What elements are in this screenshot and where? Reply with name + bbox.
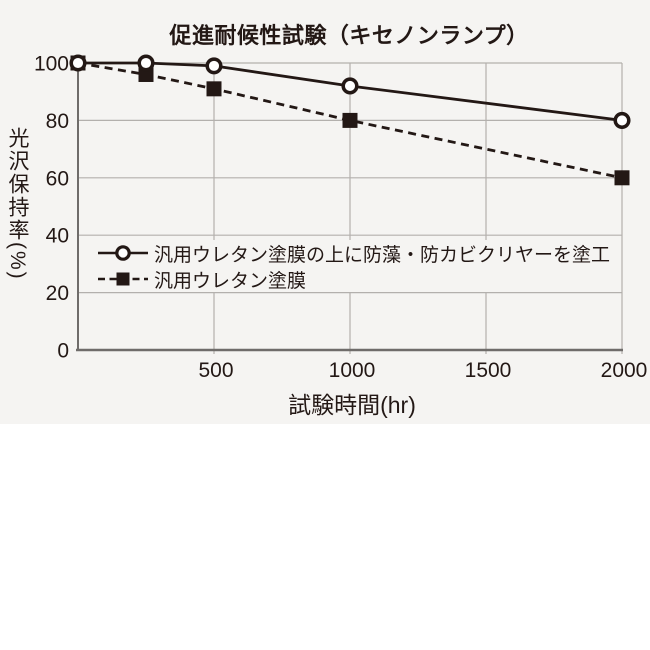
chart-title: 促進耐候性試験（キセノンランプ） <box>169 23 529 48</box>
x-tick-label: 2000 <box>601 359 648 382</box>
marker-square <box>116 272 130 286</box>
y-tick-label: 40 <box>46 225 69 248</box>
marker-circle <box>205 57 223 75</box>
marker-square <box>342 112 358 128</box>
legend-marker-square-sample <box>98 272 148 286</box>
plot-area: 0 20 40 60 80 100 500 1000 1500 2000 <box>34 53 648 383</box>
legend-marker-circle-sample <box>98 245 148 261</box>
y-tick-label: 80 <box>46 110 69 133</box>
y-tick-label: 60 <box>46 167 69 190</box>
legend-item-clear-coated: 汎用ウレタン塗膜の上に防藻・防カビクリヤーを塗工 <box>97 240 610 266</box>
marker-square <box>138 66 154 82</box>
y-tick-label: 20 <box>46 282 69 305</box>
marker-circle <box>115 245 131 261</box>
x-axis-title: 試験時間(hr) <box>288 392 416 418</box>
x-tick-label: 1000 <box>329 359 376 382</box>
marker-square <box>614 170 630 186</box>
y-tick-label: 100 <box>34 53 69 76</box>
marker-circle <box>137 54 155 72</box>
marker-circle <box>341 77 359 95</box>
legend-item-plain-urethane: 汎用ウレタン塗膜 <box>97 266 610 292</box>
marker-square <box>206 81 222 97</box>
marker-circle <box>69 54 87 72</box>
legend-label: 汎用ウレタン塗膜の上に防藻・防カビクリヤーを塗工 <box>154 244 611 266</box>
x-tick-label: 1500 <box>465 359 512 382</box>
y-tick-label: 0 <box>57 340 69 363</box>
y-axis-title: 光沢保持率(%) <box>6 127 29 281</box>
x-tick-label: 500 <box>198 359 233 382</box>
chart-panel <box>0 0 650 424</box>
marker-circle <box>613 111 631 129</box>
legend: 汎用ウレタン塗膜の上に防藻・防カビクリヤーを塗工 汎用ウレタン塗膜 <box>92 240 619 292</box>
legend-label: 汎用ウレタン塗膜 <box>154 270 307 292</box>
